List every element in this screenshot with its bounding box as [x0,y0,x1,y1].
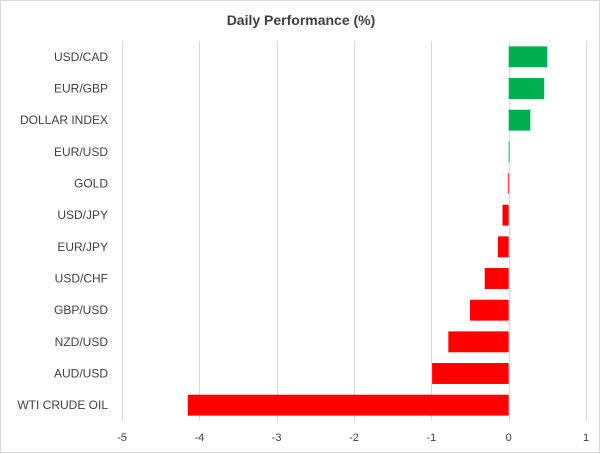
bar [432,363,509,384]
category-label: EUR/GBP [54,82,108,96]
x-tick-labels: -5 -4 -3 -2 -1 0 1 [117,432,589,444]
category-label: USD/CHF [55,272,108,286]
x-tick-label: -1 [426,432,436,444]
bar [470,299,509,321]
category-label: EUR/USD [54,145,108,159]
x-tick-label: -2 [349,432,359,444]
category-label: EUR/JPY [57,240,108,254]
x-tick-label: -3 [272,432,282,444]
bars [187,46,548,416]
bar [187,394,509,416]
category-label: NZD/USD [55,335,109,349]
bar [484,268,509,289]
x-tick-label: -5 [117,432,127,444]
x-tick-label: 1 [583,432,589,444]
chart-title: Daily Performance (%) [227,12,376,28]
bar [508,109,531,131]
category-label: GOLD [74,177,108,191]
category-label: AUD/USD [54,367,108,381]
bar [502,204,509,226]
category-label: WTI CRUDE OIL [17,398,108,412]
category-label: USD/CAD [54,50,108,64]
gridlines [122,41,587,421]
x-tick-label: -4 [194,432,204,444]
bar [507,173,509,194]
bar [508,141,510,163]
category-label: GBP/USD [54,303,108,317]
category-label: USD/JPY [57,208,108,222]
bar [497,236,509,258]
category-label: DOLLAR INDEX [20,113,108,127]
bar [508,46,548,68]
x-tick-label: 0 [506,432,512,444]
bar [508,78,545,99]
bar [448,331,509,353]
category-labels: USD/CAD EUR/GBP DOLLAR INDEX EUR/USD GOLD USD… [17,50,108,412]
